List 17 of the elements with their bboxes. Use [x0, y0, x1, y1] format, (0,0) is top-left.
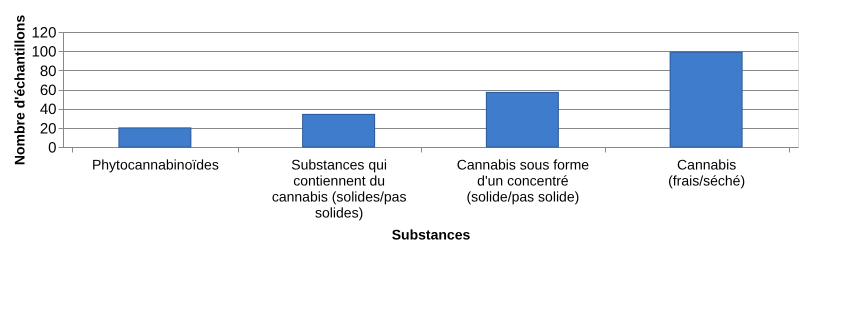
y-tick-label: 60 — [40, 82, 56, 99]
bar — [118, 127, 192, 148]
y-tick-label: 0 — [48, 140, 56, 156]
y-axis-title: Nombre d'échantillons — [11, 14, 28, 166]
y-tick-label: 100 — [31, 44, 56, 61]
x-tick-label: Cannabis sous forme d'un concentré (solide/pas solide) — [456, 156, 590, 204]
x-tick-label: Substances qui contiennent du cannabis (solides/pas solides) — [272, 156, 406, 220]
y-tick-label: 40 — [40, 101, 56, 118]
bar — [486, 92, 559, 148]
bar — [670, 52, 743, 148]
x-tick-label: Phytocannabinoïdes — [92, 156, 219, 172]
y-tick-label: 120 — [31, 24, 56, 42]
x-axis-title: Substances — [392, 226, 471, 242]
y-tick-label: 80 — [40, 62, 56, 80]
bar — [302, 114, 376, 148]
y-tick-label: 20 — [40, 120, 56, 138]
x-tick-label: Cannabis (frais/séché) — [668, 156, 746, 188]
